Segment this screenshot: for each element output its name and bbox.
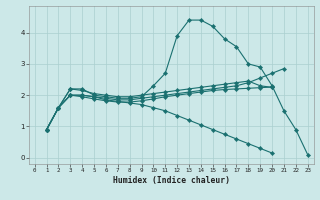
X-axis label: Humidex (Indice chaleur): Humidex (Indice chaleur) (113, 176, 230, 185)
